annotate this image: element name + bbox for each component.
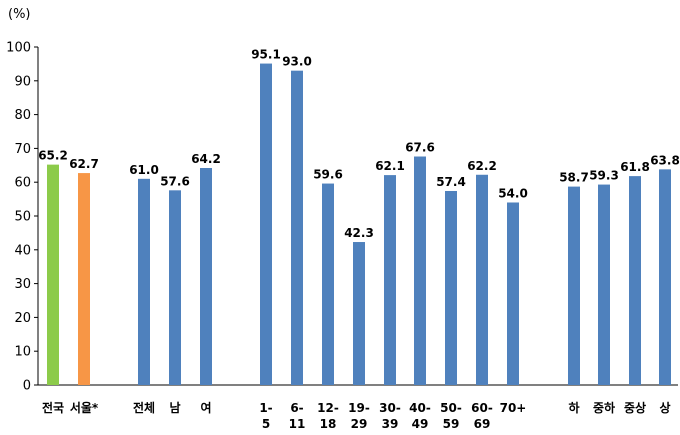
x-tick-label: 1-5 xyxy=(259,401,272,431)
x-tick-label: 전체 xyxy=(133,400,155,415)
x-tick-label: 서울* xyxy=(70,400,99,415)
bars xyxy=(47,63,671,385)
x-tick-label: 60-69 xyxy=(471,401,493,431)
data-label: 59.3 xyxy=(589,169,619,183)
data-label: 57.6 xyxy=(160,174,190,188)
x-tick-label: 70+ xyxy=(500,401,527,415)
data-label: 62.1 xyxy=(375,159,405,173)
data-label: 62.2 xyxy=(467,159,497,173)
x-tick-label: 중상 xyxy=(624,400,646,415)
x-tick-label: 하 xyxy=(568,400,579,415)
bar xyxy=(384,175,396,385)
x-tick-label: 40-49 xyxy=(409,401,431,431)
y-tick-label: 70 xyxy=(14,142,31,157)
data-label: 61.8 xyxy=(620,160,650,174)
y-tick-label: 20 xyxy=(14,311,31,326)
data-label: 95.1 xyxy=(251,48,281,62)
bar xyxy=(445,190,457,385)
y-tick-label: 80 xyxy=(14,108,31,123)
data-label: 57.4 xyxy=(436,175,466,189)
x-tick-label: 전국 xyxy=(42,400,64,415)
y-tick-label: 50 xyxy=(14,210,31,225)
x-tick-label: 12-18 xyxy=(317,401,339,431)
x-tick-label: 50-59 xyxy=(440,401,462,431)
x-tick-label: 6-11 xyxy=(289,401,306,431)
bar xyxy=(659,169,671,385)
data-label: 62.7 xyxy=(69,157,99,171)
axes: 0 10 20 30 40 50 60 70 80 90 100 xyxy=(6,41,678,394)
data-label: 64.2 xyxy=(191,152,221,166)
x-tick-label: 남 xyxy=(169,400,180,415)
y-tick-label: 60 xyxy=(14,176,31,191)
y-tick-label: 30 xyxy=(14,277,31,292)
x-tick-label: 19-29 xyxy=(348,401,370,431)
data-label: 59.6 xyxy=(313,168,343,182)
bar xyxy=(169,190,181,385)
y-tick-label: 0 xyxy=(23,379,31,394)
data-label: 93.0 xyxy=(282,55,312,69)
bar xyxy=(322,183,334,385)
y-tick-label: 10 xyxy=(14,345,31,360)
bar xyxy=(353,242,365,385)
bar xyxy=(507,202,519,385)
bar xyxy=(200,168,212,385)
x-tick-label: 상 xyxy=(659,400,670,415)
data-label: 63.8 xyxy=(650,153,680,167)
x-tick-label: 여 xyxy=(200,400,211,415)
x-tick-label: 중하 xyxy=(593,400,615,415)
y-axis-unit-label: (%) xyxy=(8,7,31,22)
data-label: 65.2 xyxy=(38,149,68,163)
bar xyxy=(138,178,150,385)
data-label: 61.0 xyxy=(129,163,159,177)
bar xyxy=(47,164,59,385)
bar xyxy=(291,70,303,385)
data-label: 54.0 xyxy=(498,186,528,200)
bar xyxy=(414,156,426,385)
labels: 65.2 전국 62.7 서울* 61.0 전체 57.6 남 64.2 여 95.1 1-5 93.0… xyxy=(38,48,680,431)
bar xyxy=(78,173,90,385)
y-tick-label: 100 xyxy=(6,41,31,56)
data-label: 67.6 xyxy=(405,141,435,155)
bar xyxy=(568,186,580,385)
y-tick-label: 40 xyxy=(14,243,31,258)
bar xyxy=(598,184,610,385)
y-tick-label: 90 xyxy=(14,74,31,89)
bar xyxy=(476,174,488,385)
data-label: 58.7 xyxy=(559,171,589,185)
data-label: 42.3 xyxy=(344,226,374,240)
x-tick-label: 30-39 xyxy=(379,401,401,431)
bar xyxy=(629,176,641,385)
bar xyxy=(260,63,272,385)
